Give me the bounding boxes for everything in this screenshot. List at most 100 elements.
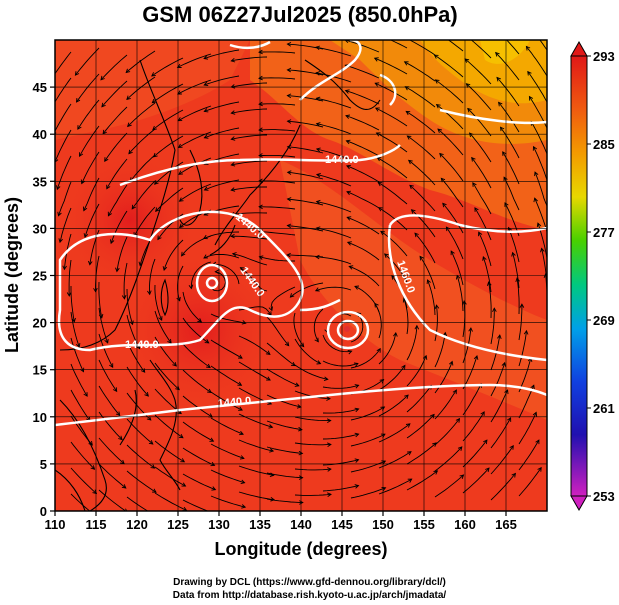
- streamline-arrowhead: [230, 162, 236, 167]
- streamline-arrowhead: [564, 462, 567, 466]
- streamline: [98, 281, 103, 318]
- streamline: [68, 259, 72, 296]
- streamline-arrowhead: [203, 254, 209, 259]
- streamline-arrowhead: [214, 269, 220, 274]
- streamline: [470, 40, 492, 59]
- streamline: [70, 467, 97, 494]
- streamline: [315, 286, 352, 292]
- streamline-arrowhead: [286, 170, 292, 175]
- streamline: [378, 365, 406, 391]
- streamline: [294, 364, 328, 380]
- streamline-arrowhead: [315, 226, 321, 231]
- streamline-arrowhead: [374, 82, 380, 87]
- streamline: [231, 235, 268, 240]
- streamline: [231, 108, 268, 114]
- streamline-arrowhead: [131, 204, 137, 210]
- streamline-arrowhead: [379, 379, 385, 384]
- streamline-arrowhead: [504, 202, 509, 207]
- geopotential-contours: [55, 40, 547, 427]
- streamline: [406, 385, 432, 413]
- streamline-arrowhead: [178, 433, 184, 439]
- streamline-arrowhead: [188, 284, 194, 290]
- streamline-arrowhead: [437, 128, 443, 134]
- streamline: [240, 267, 268, 292]
- streamline: [126, 470, 157, 493]
- streamline: [322, 334, 352, 353]
- streamline-arrowhead: [511, 472, 516, 478]
- streamline-arrowhead: [511, 251, 516, 257]
- map-title: GSM 06Z27Jul2025 (850.0hPa): [142, 2, 458, 27]
- streamline-arrowhead: [210, 461, 216, 467]
- streamline-arrowhead: [74, 71, 80, 76]
- streamline: [419, 256, 436, 290]
- streamline-arrowhead: [373, 57, 379, 62]
- streamline: [322, 360, 359, 367]
- streamline-arrowhead: [181, 482, 187, 487]
- y-tick-label: 35: [33, 174, 47, 189]
- streamline-arrowhead: [286, 223, 292, 229]
- x-tick-label: 115: [86, 517, 107, 532]
- streamline-arrowhead: [315, 172, 321, 178]
- streamline-arrowhead: [126, 95, 131, 101]
- streamline-arrowhead: [75, 98, 81, 103]
- typhoon-center-marker: [344, 326, 350, 332]
- streamline-arrowhead: [323, 376, 329, 382]
- streamline-arrowhead: [501, 361, 506, 367]
- streamline-arrowhead: [519, 303, 525, 308]
- streamline: [403, 298, 409, 335]
- streamline-arrowhead: [383, 253, 389, 258]
- streamline-arrowhead: [83, 392, 88, 397]
- streamline: [434, 305, 438, 342]
- streamline: [546, 386, 547, 388]
- streamline-arrowhead: [532, 411, 538, 417]
- streamline-arrowhead: [239, 267, 245, 272]
- streamline: [434, 361, 453, 394]
- streamline-arrowhead: [439, 152, 444, 158]
- streamline-arrowhead: [203, 186, 209, 191]
- streamline: [77, 99, 100, 130]
- streamline: [210, 339, 243, 359]
- streamline: [434, 474, 464, 498]
- streamline-arrowhead: [230, 57, 236, 63]
- streamline-arrowhead: [258, 204, 263, 210]
- streamline-arrowhead: [374, 107, 380, 112]
- streamline: [495, 52, 520, 81]
- streamline-arrowhead: [241, 504, 247, 509]
- streamline-arrowhead: [265, 350, 271, 355]
- streamline-arrowhead: [326, 396, 331, 401]
- streamline: [490, 473, 516, 501]
- streamline: [210, 469, 245, 484]
- streamline-arrowhead: [326, 418, 332, 423]
- streamline-arrowhead: [533, 197, 538, 203]
- streamline-arrowhead: [344, 40, 349, 44]
- streamline: [414, 232, 436, 264]
- streamline: [238, 335, 271, 355]
- streamline-arrowhead: [434, 79, 440, 84]
- streamline-arrowhead: [162, 266, 168, 272]
- streamline: [346, 165, 380, 183]
- streamline: [434, 332, 446, 368]
- x-tick-label: 125: [167, 517, 189, 532]
- streamline-arrowhead: [346, 216, 352, 221]
- streamline: [163, 239, 184, 271]
- streamline: [350, 433, 386, 447]
- streamline: [290, 282, 324, 298]
- streamline: [182, 343, 211, 368]
- streamline: [231, 212, 268, 216]
- streamline: [469, 132, 492, 163]
- streamline: [98, 489, 127, 511]
- streamline-arrowhead: [374, 33, 378, 37]
- streamline: [266, 316, 290, 346]
- streamline-arrowhead: [104, 338, 109, 344]
- streamline: [266, 342, 296, 366]
- colorbar: 293 285 277 269 261 253: [570, 40, 615, 512]
- streamline: [152, 83, 184, 104]
- streamline-arrowhead: [380, 230, 385, 236]
- streamline-arrowhead: [203, 108, 209, 113]
- y-tick-label: 0: [40, 504, 47, 519]
- streamline: [70, 389, 91, 421]
- colorbar-min-arrow: [570, 495, 588, 512]
- x-tick-label: 140: [290, 517, 312, 532]
- streamline-arrowhead: [327, 442, 332, 447]
